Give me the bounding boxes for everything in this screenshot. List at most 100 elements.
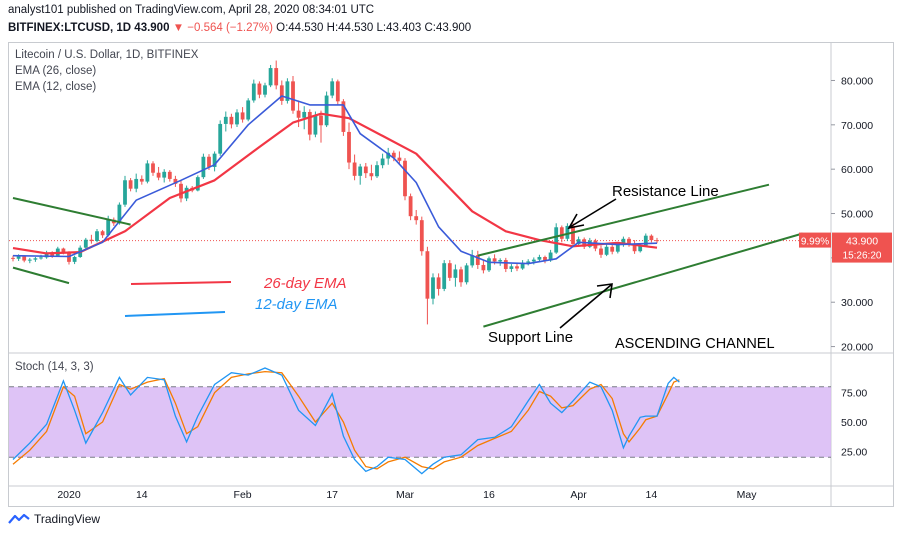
candle-body: [218, 123, 223, 154]
candle-body: [274, 68, 279, 86]
percent-tag: [799, 232, 831, 248]
candle-body: [251, 83, 256, 101]
candle-body: [531, 259, 536, 262]
candle-body: [27, 259, 32, 261]
candle-body: [61, 248, 66, 253]
candle-body: [363, 166, 368, 174]
tradingview-footer[interactable]: TradingView: [8, 512, 100, 526]
candle-body: [380, 158, 385, 166]
time-tick-label: Feb: [234, 489, 252, 501]
candle-body: [509, 266, 514, 269]
candle-body: [100, 231, 105, 236]
ema12-line: [12, 95, 658, 265]
candle-body: [403, 160, 407, 197]
candle-body: [16, 256, 21, 259]
tradingview-logo-icon: [8, 513, 30, 524]
price-tag-text: 43.900: [846, 236, 878, 248]
candle-body: [615, 245, 620, 252]
candle-body: [487, 258, 491, 271]
candle-body: [425, 251, 430, 299]
candle-body: [503, 260, 508, 269]
candle-body: [358, 166, 363, 176]
stoch-k-line: [12, 367, 680, 475]
candle-body: [515, 266, 519, 269]
candle-body: [447, 263, 452, 278]
candle-body: [240, 112, 245, 120]
time-tick-label: Apr: [570, 489, 587, 501]
candle-body: [431, 277, 435, 299]
symbol-name: BITFINEX:LTCUSD, 1D: [8, 22, 132, 34]
price-tick-label: 20.000: [841, 342, 873, 354]
candle-body: [128, 180, 133, 189]
candle-body: [543, 256, 547, 261]
candle-body: [139, 178, 144, 182]
candle-body: [162, 171, 167, 178]
candle-body: [554, 227, 559, 253]
support-label: Support Line: [488, 329, 573, 346]
candle-body: [335, 81, 340, 102]
candle-body: [67, 252, 71, 262]
price-tick-label: 70.000: [841, 120, 873, 132]
candle-body: [352, 162, 357, 176]
ema12-sample-line: [124, 311, 226, 317]
candle-body: [559, 227, 564, 239]
candle-body: [201, 156, 206, 178]
candle-body: [313, 115, 318, 135]
symbol-line: BITFINEX:LTCUSD, 1D 43.900 ▼ −0.564 (−1.…: [8, 22, 471, 34]
candle-body: [212, 153, 217, 167]
candle-body: [649, 235, 654, 241]
candle-body: [229, 116, 234, 125]
candle-body: [627, 238, 631, 245]
candle-body: [621, 238, 626, 246]
time-tick-label: May: [737, 489, 758, 501]
candle-body: [347, 131, 351, 163]
candle-body: [223, 116, 228, 124]
candle-body: [156, 172, 161, 178]
ema12-legend: EMA (12, close): [15, 81, 97, 93]
price-tick-label: 80.000: [841, 75, 873, 87]
candle-body: [151, 163, 155, 173]
candle-body: [324, 95, 329, 126]
candle-body: [302, 111, 307, 118]
ema12-annotation: 12-day EMA: [255, 296, 338, 313]
price-tag: [832, 232, 892, 263]
candle-body: [655, 240, 659, 242]
candle-body: [408, 196, 413, 217]
candle-body: [83, 239, 88, 248]
candle-body: [330, 81, 335, 96]
candle-body: [268, 68, 273, 86]
time-tick-label: 17: [326, 489, 338, 501]
price-tick-label: 50.000: [841, 209, 873, 221]
candle-body: [492, 258, 497, 262]
candle-body: [369, 173, 374, 177]
ohlc-values: O:44.530 H:44.530 L:43.403 C:43.900: [276, 22, 472, 34]
time-tick-label: 14: [646, 489, 658, 501]
stoch-d-line: [12, 370, 680, 470]
time-tick-label: 2020: [57, 489, 81, 501]
candle-body: [291, 81, 295, 111]
candle-body: [95, 231, 99, 242]
candle-body: [106, 219, 111, 236]
candle-body: [397, 157, 402, 161]
candle-body: [263, 85, 267, 95]
candle-body: [481, 264, 486, 271]
candle-body: [638, 245, 643, 252]
candle-body: [279, 85, 284, 101]
price-change: ▼ −0.564 (−1.27%): [172, 22, 273, 34]
ema26-annotation: 26-day EMA: [263, 275, 347, 292]
support-arrow: [559, 284, 612, 329]
candle-body: [207, 156, 211, 167]
publisher-line: analyst101 published on TradingView.com,…: [8, 4, 375, 16]
candle-body: [436, 277, 441, 289]
chart-area[interactable]: 20.00030.00040.00050.00060.00070.00080.0…: [8, 42, 894, 507]
price-chart-svg[interactable]: 20.00030.00040.00050.00060.00070.00080.0…: [9, 43, 893, 506]
resistance-arrowhead: [567, 213, 585, 230]
ema26-legend: EMA (26, close): [15, 65, 97, 77]
candle-body: [386, 152, 391, 159]
candle-body: [257, 83, 262, 95]
candle-body: [22, 256, 27, 261]
candle-body: [44, 252, 49, 258]
resistance-label: Resistance Line: [612, 183, 719, 200]
candle-body: [526, 261, 531, 263]
candle-body: [632, 244, 637, 252]
